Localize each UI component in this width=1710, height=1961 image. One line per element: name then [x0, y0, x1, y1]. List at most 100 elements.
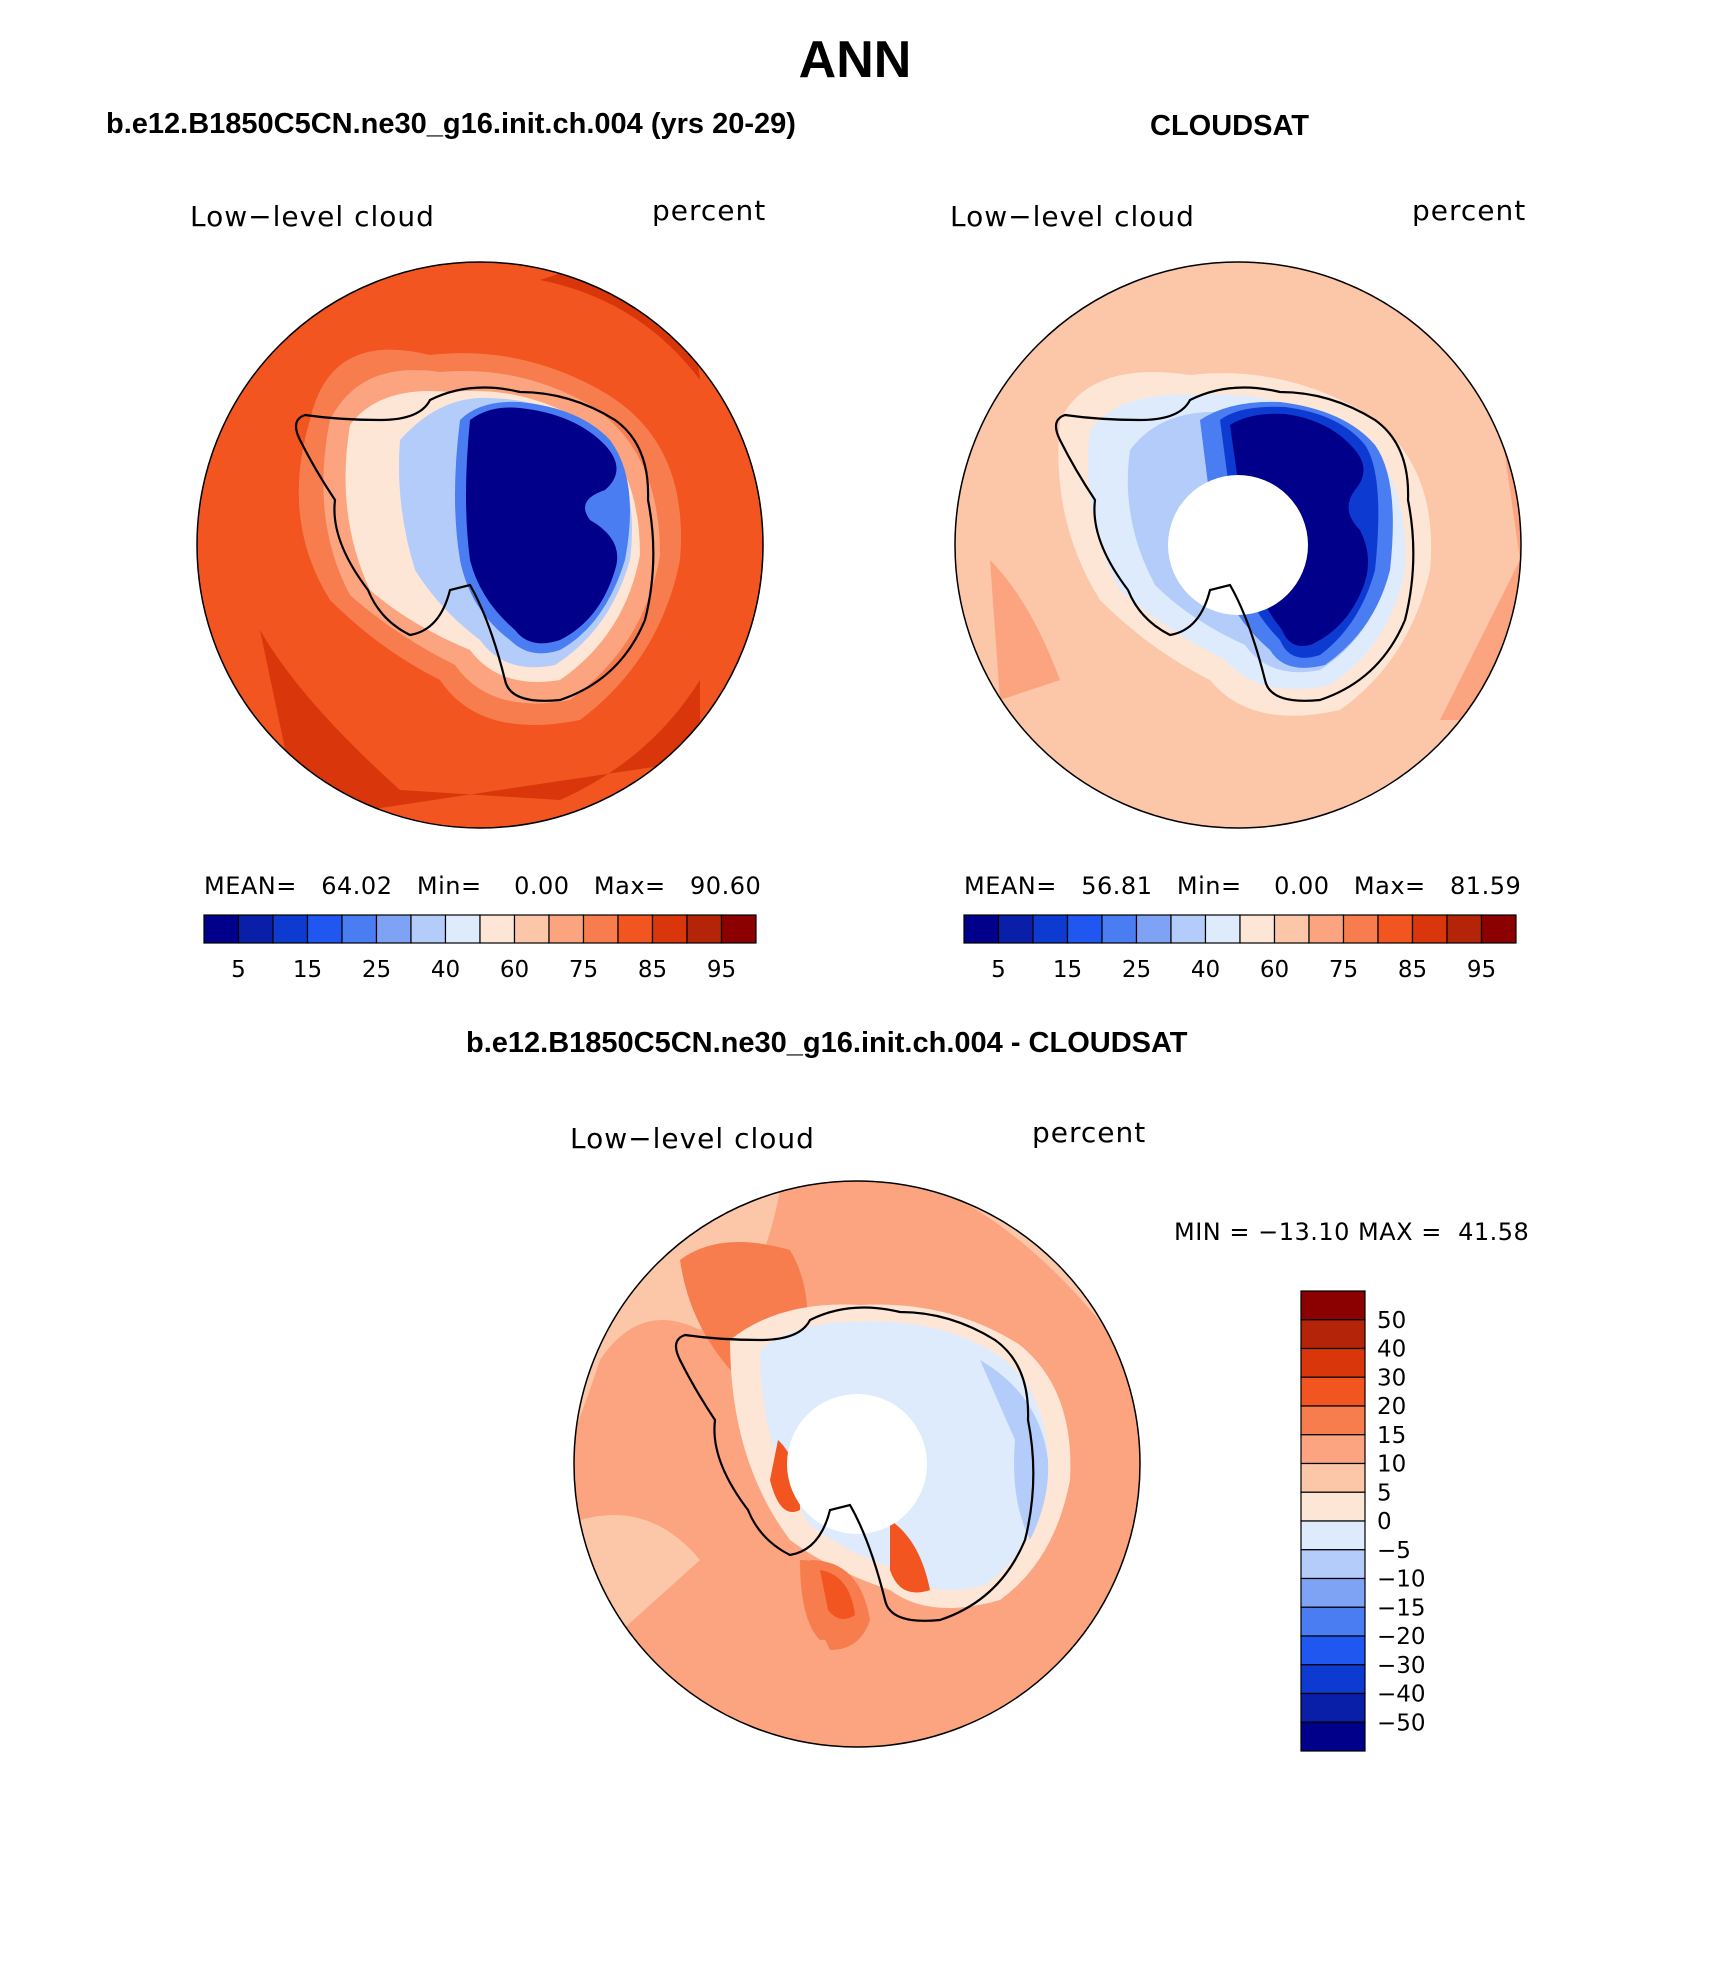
obs-colorbar-box [963, 914, 1000, 944]
model-colorbar-tick-label: 25 [362, 957, 391, 983]
obs-colorbar-tick-label: 95 [1467, 957, 1496, 983]
obs-colorbar-box [1239, 914, 1276, 944]
obs-colorbar-box [1446, 914, 1483, 944]
model-units-label: percent [652, 194, 767, 227]
obs-colorbar-box [1273, 914, 1310, 944]
model-colorbar-tick-label: 60 [500, 957, 529, 983]
model-colorbar-box [513, 914, 550, 944]
obs-colorbar-box [1411, 914, 1448, 944]
diff-colorbar-box [1300, 1434, 1366, 1465]
obs-min-value: 0.00 [1274, 872, 1330, 900]
obs-colorbar: 5 15 25 40 60 75 85 95 [963, 914, 1517, 983]
diff-colorbar-tick-label: 0 [1377, 1509, 1392, 1535]
diff-variable-label: Low−level cloud [570, 1122, 815, 1155]
obs-colorbar-box [1377, 914, 1414, 944]
model-colorbar-box [479, 914, 516, 944]
model-colorbar-tick-label: 5 [231, 957, 246, 983]
diff-stats: MIN = −13.10 MAX = 41.58 [1174, 1218, 1530, 1246]
diff-colorbar-tick-label: −50 [1377, 1710, 1426, 1736]
model-colorbar-box [582, 914, 619, 944]
obs-colorbar-tick-label: 40 [1191, 957, 1220, 983]
diff-colorbar-box [1300, 1721, 1366, 1752]
diff-colorbar-box [1300, 1347, 1366, 1378]
diff-colorbar-tick-label: −20 [1377, 1624, 1426, 1650]
model-colorbar-tick-label: 40 [431, 957, 460, 983]
diff-colorbar-box [1300, 1520, 1366, 1551]
diff-colorbar-tick-label: 15 [1377, 1423, 1406, 1449]
obs-panel-title: CLOUDSAT [1150, 110, 1309, 142]
diff-colorbar-box [1300, 1405, 1366, 1436]
diff-colorbar-box [1300, 1577, 1366, 1608]
obs-colorbar-box [1342, 914, 1379, 944]
diff-colorbar-box [1300, 1606, 1366, 1637]
diff-colorbar-tick-label: 50 [1377, 1308, 1406, 1334]
diff-colorbar-tick-label: −30 [1377, 1653, 1426, 1679]
diff-panel-title: b.e12.B1850C5CN.ne30_g16.init.ch.004 - C… [466, 1027, 1188, 1059]
obs-colorbar-box [1066, 914, 1103, 944]
obs-units-label: percent [1412, 194, 1527, 227]
model-max-label: Max= [593, 872, 666, 900]
obs-colorbar-tick-label: 75 [1329, 957, 1358, 983]
diff-colorbar-box [1300, 1491, 1366, 1522]
diff-colorbar-box [1300, 1319, 1366, 1350]
obs-colorbar-box [1032, 914, 1069, 944]
diff-colorbar-box [1300, 1462, 1366, 1493]
model-colorbar-box [444, 914, 481, 944]
model-colorbar-box [341, 914, 378, 944]
diff-colorbar-tick-label: 30 [1377, 1365, 1406, 1391]
model-colorbar-box [306, 914, 343, 944]
model-colorbar-box [203, 914, 240, 944]
diff-colorbar-tick-label: 10 [1377, 1452, 1406, 1478]
model-colorbar-box [651, 914, 688, 944]
diff-colorbar-box [1300, 1692, 1366, 1723]
obs-map [954, 261, 1522, 829]
obs-mean-label: MEAN= [964, 872, 1057, 900]
diff-units-label: percent [1032, 1116, 1147, 1149]
model-min-value: 0.00 [514, 872, 570, 900]
obs-mean-value: 56.81 [1081, 872, 1153, 900]
obs-colorbar-box [1135, 914, 1172, 944]
model-colorbar-box [375, 914, 412, 944]
diff-map [573, 1180, 1141, 1748]
diff-colorbar-tick-label: 5 [1377, 1480, 1392, 1506]
obs-colorbar-box [997, 914, 1034, 944]
model-colorbar-tick-label: 85 [638, 957, 667, 983]
obs-stats: MEAN= 56.81 Min= 0.00 Max= 81.59 [964, 872, 1521, 900]
obs-colorbar-box [1170, 914, 1207, 944]
model-colorbar: 5 15 25 40 60 75 85 95 [203, 914, 757, 983]
obs-max-value: 81.59 [1450, 872, 1522, 900]
model-panel-title: b.e12.B1850C5CN.ne30_g16.init.ch.004 (yr… [106, 108, 796, 140]
diff-colorbar-tick-label: 20 [1377, 1394, 1406, 1420]
model-colorbar-tick-label: 95 [707, 957, 736, 983]
diff-colorbar-box [1300, 1290, 1366, 1321]
model-colorbar-box [617, 914, 654, 944]
obs-colorbar-tick-label: 5 [991, 957, 1006, 983]
model-colorbar-box [720, 914, 757, 944]
diff-colorbar-tick-label: 40 [1377, 1337, 1406, 1363]
diff-colorbar-tick-label: −15 [1377, 1595, 1426, 1621]
diff-colorbar-box [1300, 1635, 1366, 1666]
model-max-value: 90.60 [690, 872, 762, 900]
model-mean-label: MEAN= [204, 872, 297, 900]
model-stats: MEAN= 64.02 Min= 0.00 Max= 90.60 [204, 872, 761, 900]
model-colorbar-box [272, 914, 309, 944]
obs-colorbar-tick-label: 15 [1053, 957, 1082, 983]
model-colorbar-box [548, 914, 585, 944]
model-mean-value: 64.02 [321, 872, 393, 900]
obs-colorbar-tick-label: 60 [1260, 957, 1289, 983]
diff-colorbar-box [1300, 1549, 1366, 1580]
diff-colorbar-tick-label: −5 [1377, 1538, 1411, 1564]
obs-min-label: Min= [1176, 872, 1242, 900]
obs-colorbar-box [1308, 914, 1345, 944]
model-colorbar-box [686, 914, 723, 944]
obs-max-label: Max= [1353, 872, 1426, 900]
obs-colorbar-box [1101, 914, 1138, 944]
model-map [196, 261, 764, 829]
model-colorbar-box [237, 914, 274, 944]
diff-colorbar-box [1300, 1664, 1366, 1695]
figure-title: ANN [798, 31, 912, 89]
diff-colorbar-tick-label: −40 [1377, 1682, 1426, 1708]
diff-colorbar-tick-label: −10 [1377, 1567, 1426, 1593]
model-min-label: Min= [416, 872, 482, 900]
